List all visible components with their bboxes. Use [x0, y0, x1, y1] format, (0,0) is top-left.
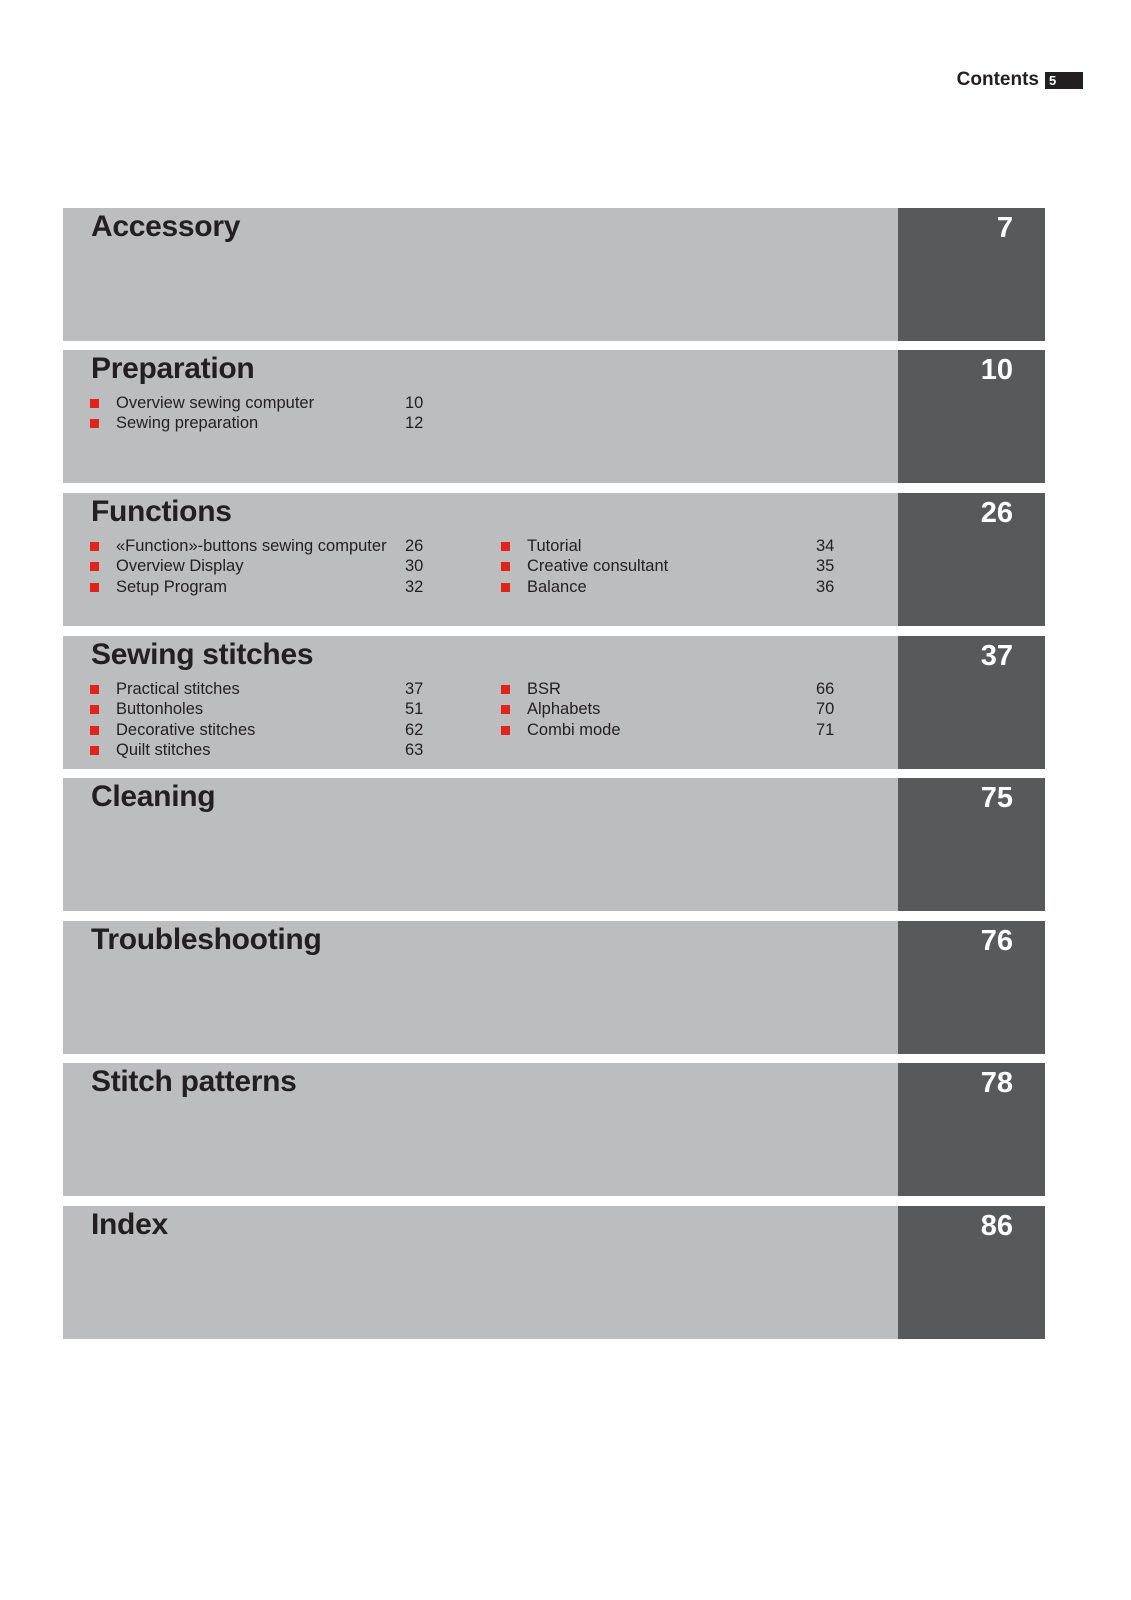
toc-item-label: Combi mode — [527, 720, 621, 739]
toc-item-label: Setup Program — [116, 577, 227, 596]
toc-item[interactable]: Practical stitches 37 — [90, 679, 430, 699]
toc-item-page: 70 — [816, 700, 835, 719]
toc-item[interactable]: Decorative stitches 62 — [90, 720, 430, 740]
toc-item-page: 10 — [405, 394, 424, 412]
toc-item[interactable]: Overview sewing computer 10 — [90, 393, 430, 413]
toc-item-label: Sewing preparation — [116, 414, 259, 433]
bullet-icon — [501, 705, 510, 715]
toc-item-page: 63 — [405, 740, 424, 759]
toc-item[interactable]: Creative consultant 35 — [501, 556, 841, 576]
bullet-icon — [501, 542, 510, 551]
section-page[interactable]: 78 — [898, 1063, 1045, 1196]
bullet-icon — [501, 685, 510, 694]
page-number: 5 — [1045, 71, 1083, 89]
toc-item-label: Creative consultant — [527, 557, 669, 576]
toc-item[interactable]: BSR 66 — [501, 679, 841, 699]
toc-section: Troubleshooting 76 — [63, 921, 1045, 1054]
section-title[interactable]: Index — [91, 1208, 168, 1241]
toc-item-page: 66 — [816, 680, 835, 698]
toc-item-label: «Function»-buttons sewing computer — [116, 537, 387, 555]
section-page[interactable]: 76 — [898, 921, 1045, 1054]
section-title[interactable]: Accessory — [91, 210, 241, 243]
toc-item-page: 12 — [405, 414, 424, 433]
toc-item[interactable]: Buttonholes 51 — [90, 699, 430, 719]
toc-section: Sewing stitches 37 Practical stitches 37 Bu… — [63, 636, 1045, 769]
bullet-icon — [501, 582, 510, 592]
section-title[interactable]: Preparation — [91, 352, 255, 385]
toc-item-page: 35 — [816, 557, 835, 576]
bullet-icon — [90, 685, 99, 694]
toc-item-label: Practical stitches — [116, 680, 240, 698]
section-page[interactable]: 86 — [898, 1206, 1045, 1339]
toc-column: Overview sewing computer 10 Sewing prepara… — [90, 393, 430, 434]
section-page[interactable]: 26 — [898, 493, 1045, 626]
bullet-icon — [501, 562, 510, 572]
toc-column: Tutorial 34 Creative consultant 35 Balance 36 — [501, 536, 841, 597]
toc-item[interactable]: Tutorial 34 — [501, 536, 841, 556]
toc-section: Preparation 10 Overview sewing computer 10… — [63, 350, 1045, 483]
toc-column: «Function»-buttons sewing computer 26 Over… — [90, 536, 430, 597]
toc-item-label: Quilt stitches — [116, 740, 211, 759]
toc-item[interactable]: Setup Program 32 — [90, 577, 430, 597]
toc-section: Index 86 — [63, 1206, 1045, 1339]
bullet-icon — [90, 399, 99, 408]
toc-item[interactable]: «Function»-buttons sewing computer 26 — [90, 536, 430, 556]
section-page[interactable]: 10 — [898, 350, 1045, 483]
toc-item-page: 32 — [405, 577, 424, 596]
toc-section: Cleaning 75 — [63, 778, 1045, 911]
section-title[interactable]: Troubleshooting — [91, 923, 322, 956]
bullet-icon — [90, 725, 99, 735]
section-title[interactable]: Sewing stitches — [91, 638, 314, 671]
header-title: Contents — [956, 69, 1039, 90]
toc-item[interactable]: Overview Display 30 — [90, 556, 430, 576]
page-header: Contents 5 — [957, 69, 1083, 91]
toc-item-page: 71 — [816, 720, 835, 739]
toc-item[interactable]: Sewing preparation 12 — [90, 413, 430, 433]
bullet-icon — [90, 705, 99, 715]
section-page[interactable]: 7 — [898, 208, 1045, 341]
toc-item-label: Tutorial — [527, 537, 582, 555]
toc-item[interactable]: Balance 36 — [501, 577, 841, 597]
bullet-icon — [90, 542, 99, 551]
toc-item-label: Decorative stitches — [116, 720, 256, 739]
toc-item-label: BSR — [527, 680, 561, 698]
toc-item-page: 30 — [405, 557, 424, 576]
toc-item-label: Overview sewing computer — [116, 394, 315, 412]
bullet-icon — [90, 419, 99, 429]
toc-section: Stitch patterns 78 — [63, 1063, 1045, 1196]
section-title[interactable]: Stitch patterns — [91, 1065, 297, 1098]
toc-column: BSR 66 Alphabets 70 Combi mode 71 — [501, 679, 841, 740]
toc-item-page: 62 — [405, 720, 424, 739]
toc-item[interactable]: Quilt stitches 63 — [90, 740, 430, 760]
toc-section: Accessory 7 — [63, 208, 1045, 341]
bullet-icon — [90, 745, 99, 755]
bullet-icon — [501, 725, 510, 735]
toc-item-label: Balance — [527, 577, 587, 596]
toc-item[interactable]: Combi mode 71 — [501, 720, 841, 740]
toc-item-page: 36 — [816, 577, 835, 596]
toc-section: Functions 26 «Function»-buttons sewing co… — [63, 493, 1045, 626]
toc-item-label: Overview Display — [116, 557, 244, 576]
toc-item-page: 51 — [405, 700, 424, 719]
section-page[interactable]: 37 — [898, 636, 1045, 769]
toc-item-page: 34 — [816, 537, 835, 555]
toc-item-label: Buttonholes — [116, 700, 204, 719]
toc-item-page: 26 — [405, 537, 424, 555]
toc-column: Practical stitches 37 Buttonholes 51 Decorat… — [90, 679, 430, 760]
toc-item-page: 37 — [405, 680, 424, 698]
bullet-icon — [90, 582, 99, 592]
toc-item-label: Alphabets — [527, 700, 601, 719]
section-page[interactable]: 75 — [898, 778, 1045, 911]
toc-item[interactable]: Alphabets 70 — [501, 699, 841, 719]
section-title[interactable]: Functions — [91, 495, 232, 528]
bullet-icon — [90, 562, 99, 572]
section-title[interactable]: Cleaning — [91, 780, 216, 813]
